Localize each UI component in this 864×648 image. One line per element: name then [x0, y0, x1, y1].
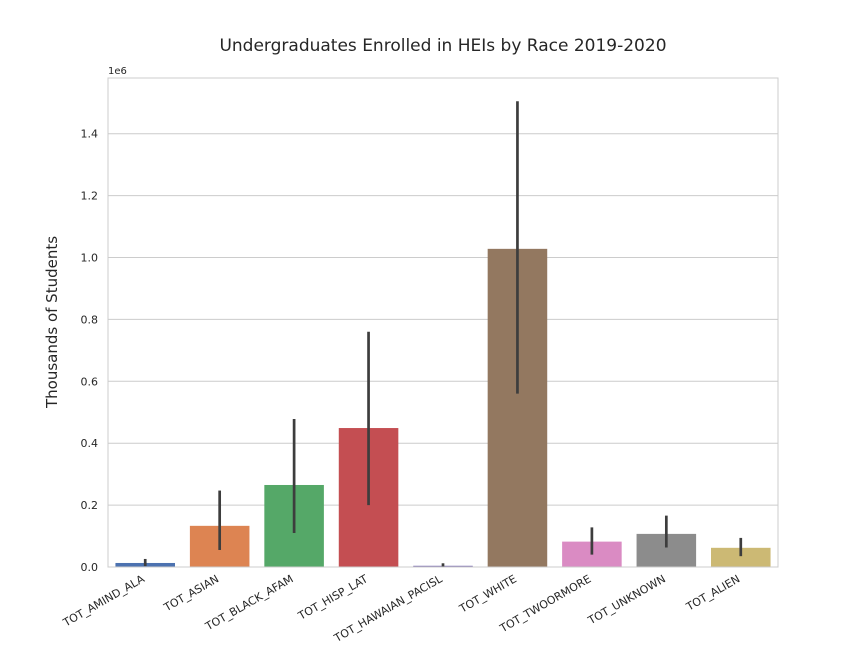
chart-title: Undergraduates Enrolled in HEIs by Race … [219, 36, 666, 56]
y-tick-labels: 0.0 0.2 0.4 0.6 0.8 1.0 1.2 1.4 [81, 128, 99, 574]
y-tick-label: 0.8 [81, 313, 99, 326]
y-tick-label: 0.0 [81, 561, 99, 574]
bars [115, 248, 771, 567]
y-tick-label: 0.6 [81, 375, 99, 388]
y-tick-label: 0.4 [81, 437, 99, 450]
x-tick-label: TOT_HISP_LAT [295, 572, 370, 623]
y-tick-label: 1.0 [81, 252, 99, 265]
plot-frame [107, 77, 779, 568]
x-tick-label: TOT_ASIAN [161, 572, 221, 614]
bar [711, 547, 771, 567]
y-tick-label: 1.2 [81, 190, 99, 203]
y-tick-label: 1.4 [81, 128, 99, 141]
y-tick-label: 0.2 [81, 499, 99, 512]
x-tick-label: TOT_ALIEN [683, 572, 742, 614]
x-tick-label: TOT_WHITE [456, 572, 519, 616]
y-axis-label: Thousands of Students [43, 236, 61, 409]
x-tick-label: TOT_UNKNOWN [585, 572, 668, 627]
x-tick-label: TOT_AMIND_ALA [60, 572, 147, 630]
y-axis-offset-label: 1e6 [108, 66, 127, 77]
grid-lines [108, 133, 778, 568]
error-bars [143, 101, 743, 567]
